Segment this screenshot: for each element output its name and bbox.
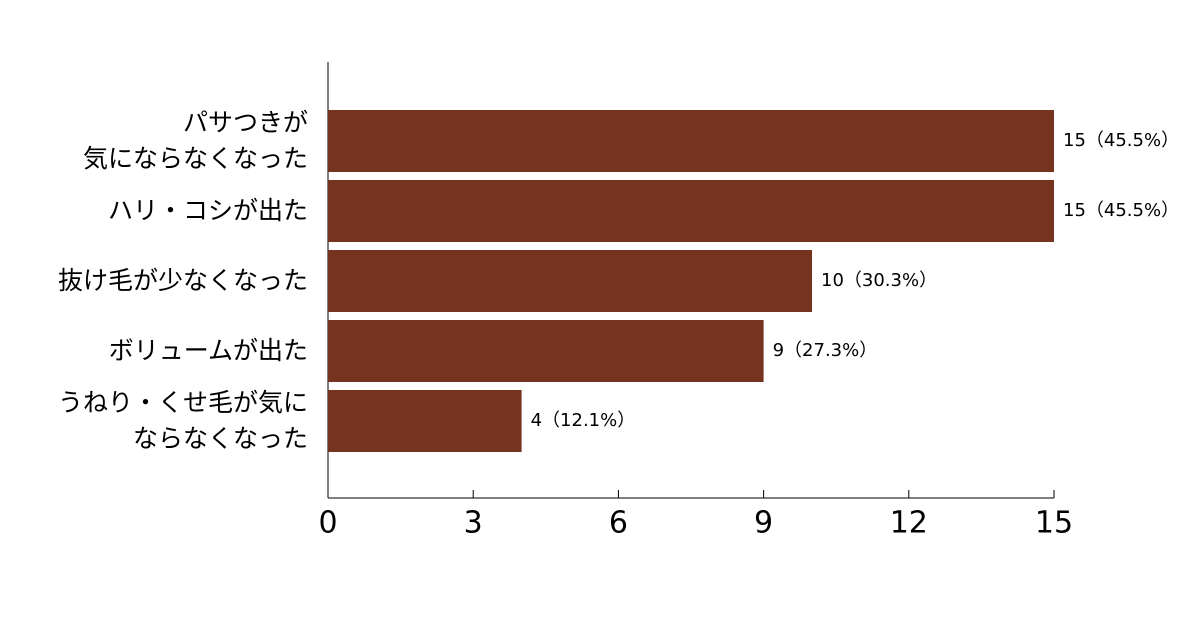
value-label: 4（12.1%）	[531, 410, 636, 431]
x-tick-label: 15	[1035, 506, 1073, 541]
value-label: 15（45.5%）	[1063, 130, 1179, 151]
x-tick-label: 0	[318, 506, 337, 541]
x-tick-label: 12	[890, 506, 928, 541]
bar	[328, 320, 764, 382]
bar	[328, 390, 522, 452]
x-tick-label: 6	[609, 506, 628, 541]
y-tick-label: ハリ・コシが出た	[107, 196, 308, 225]
bar	[328, 110, 1054, 172]
y-tick-label: うねり・くせ毛が気に ならなくなった	[57, 388, 308, 453]
x-tick-label: 3	[464, 506, 483, 541]
bar	[328, 250, 812, 312]
value-label: 15（45.5%）	[1063, 200, 1179, 221]
x-tick-label: 9	[754, 506, 773, 541]
value-label: 10（30.3%）	[821, 270, 937, 291]
value-label: 9（27.3%）	[773, 340, 878, 361]
y-tick-label: 抜け毛が少なくなった	[57, 266, 308, 295]
y-tick-label: パサつきが 気にならなくなった	[82, 108, 308, 173]
bar	[328, 180, 1054, 242]
y-tick-label: ボリュームが出た	[108, 336, 308, 365]
